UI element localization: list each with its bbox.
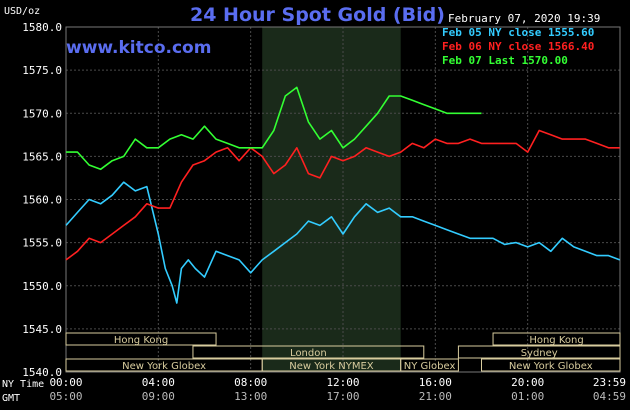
x-tick-label-gmt: 09:00 <box>142 390 175 403</box>
x-tick-label-ny: 00:00 <box>49 376 82 389</box>
series-line-1 <box>65 129 620 261</box>
legend-entry-feb06: Feb 06 NY close 1566.40 <box>442 40 595 53</box>
session-label: New York NYMEX <box>289 361 374 372</box>
gmt-label: GMT <box>2 393 21 404</box>
session-box <box>492 332 621 346</box>
session-label: London <box>290 348 327 359</box>
ny-time-label: NY Time <box>2 379 45 390</box>
y-tick-label: 1545.0 <box>22 323 62 336</box>
x-tick-label-ny: 23:59 <box>593 376 626 389</box>
x-tick-label-ny: 08:00 <box>234 376 267 389</box>
session-box <box>457 345 621 359</box>
session-label: Hong Kong <box>529 335 583 346</box>
chart-title: 24 Hour Spot Gold (Bid) <box>190 4 445 26</box>
x-tick-label-gmt: 05:00 <box>49 390 82 403</box>
site-url: www.kitco.com <box>66 38 212 58</box>
session-box <box>65 332 217 346</box>
session-label: New York Globex <box>509 361 593 372</box>
y-axis-unit: USD/oz <box>4 6 41 17</box>
session-label: Hong Kong <box>114 335 168 346</box>
x-tick-label-ny: 16:00 <box>419 376 452 389</box>
y-tick-label: 1555.0 <box>22 237 62 250</box>
session-box <box>400 358 459 372</box>
x-tick-label-gmt: 17:00 <box>326 390 359 403</box>
x-tick-label-ny: 12:00 <box>326 376 359 389</box>
x-tick-label-gmt: 01:00 <box>511 390 544 403</box>
session-label: Sydney <box>521 348 558 359</box>
x-tick-label-ny: 20:00 <box>511 376 544 389</box>
x-tick-label-gmt: 21:00 <box>419 390 452 403</box>
series-line-0 <box>65 181 621 304</box>
chart-date: February 07, 2020 19:39 <box>448 12 601 25</box>
legend-entry-feb07: Feb 07 Last 1570.00 <box>442 54 568 67</box>
x-tick-label-ny: 04:00 <box>142 376 175 389</box>
session-label: New York Globex <box>122 361 206 372</box>
y-tick-label: 1570.0 <box>22 107 62 120</box>
x-tick-label-gmt: 04:59 <box>593 390 626 403</box>
y-tick-label: 1550.0 <box>22 280 62 293</box>
y-tick-label: 1565.0 <box>22 150 62 163</box>
x-tick-label-gmt: 13:00 <box>234 390 267 403</box>
y-tick-label: 1560.0 <box>22 194 62 207</box>
legend: Feb 05 NY close 1555.60 Feb 06 NY close … <box>442 26 594 68</box>
legend-entry-feb05: Feb 05 NY close 1555.60 <box>442 26 595 39</box>
series-line-2 <box>66 86 482 171</box>
session-box <box>192 345 425 359</box>
session-box <box>481 358 621 372</box>
y-tick-label: 1575.0 <box>22 64 62 77</box>
y-tick-label: 1580.0 <box>22 21 62 34</box>
plot-frame <box>65 26 621 373</box>
y-tick-label: 1540.0 <box>22 366 62 379</box>
session-label: NY Globex <box>404 361 456 372</box>
